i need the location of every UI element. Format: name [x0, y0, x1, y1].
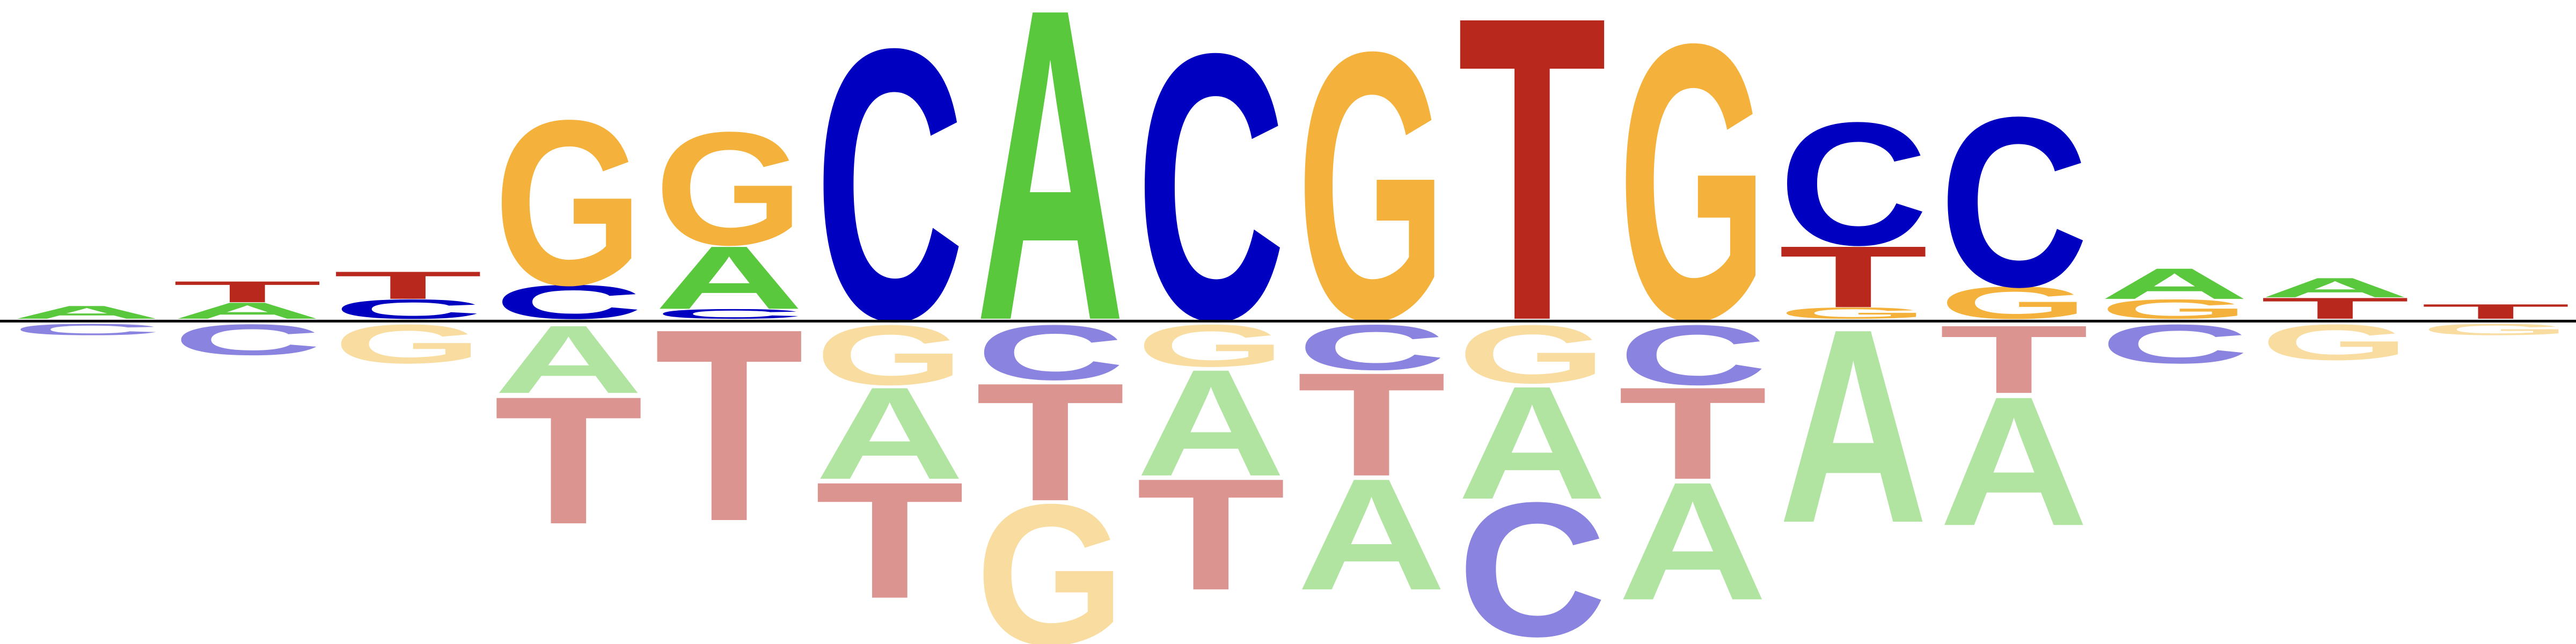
logo-letter: T: [976, 348, 1125, 536]
logo-letter: C: [333, 294, 482, 325]
logo-letter: C: [12, 320, 161, 339]
logo-letter: G: [2100, 294, 2249, 325]
logo-letter: T: [333, 264, 482, 308]
logo-letter: G: [1458, 308, 1607, 400]
logo-letter: T: [1458, 0, 1607, 411]
logo-letter: A: [1297, 445, 1446, 623]
logo-letter: A: [1618, 448, 1767, 635]
logo-letter: G: [1779, 304, 1928, 323]
logo-letter: A: [2100, 259, 2249, 308]
logo-letter: T: [1618, 360, 1767, 507]
logo-letter: G: [815, 308, 964, 403]
logo-letter: A: [2260, 272, 2410, 303]
logo-letter: C: [1458, 463, 1607, 644]
logo-letter: T: [494, 358, 643, 562]
logo-letter: G: [333, 313, 482, 375]
logo-letter: G: [1297, 0, 1446, 400]
logo-letter: G: [1136, 312, 1285, 379]
logo-letter: A: [815, 360, 964, 507]
logo-letter: C: [976, 309, 1125, 396]
logo-letter: G: [1618, 0, 1767, 402]
logo-letter: T: [815, 448, 964, 633]
logo-letter: A: [654, 228, 803, 328]
logo-letter: C: [1779, 86, 1928, 282]
logo-letter: G: [976, 463, 1125, 644]
logo-letter: C: [1136, 0, 1285, 399]
logo-letter: G: [494, 71, 643, 334]
logo-letter: G: [2421, 320, 2570, 339]
logo-letter: A: [494, 305, 643, 414]
logo-letter: G: [654, 99, 803, 279]
logo-letter: A: [976, 0, 1125, 414]
logo-letter: T: [173, 275, 322, 308]
logo-letter: A: [12, 302, 161, 323]
logo-letter: C: [1618, 308, 1767, 402]
logo-letter: A: [1779, 272, 1928, 580]
logo-letter: C: [654, 306, 803, 322]
logo-letter: C: [173, 316, 322, 364]
logo-letter: G: [2260, 314, 2410, 371]
logo-letter: A: [1458, 353, 1607, 533]
logo-letter: T: [1136, 446, 1285, 624]
logo-letter: C: [1297, 312, 1446, 384]
logo-letter: T: [1779, 228, 1928, 326]
logo-letter: T: [654, 272, 803, 578]
logo-letter: T: [1297, 342, 1446, 507]
logo-letter: C: [815, 0, 964, 401]
logo-letter: A: [1939, 358, 2088, 565]
logo-letter: T: [2260, 291, 2410, 325]
logo-letter: A: [173, 298, 322, 324]
logo-letter: C: [2100, 313, 2249, 375]
logo-letter: T: [2421, 300, 2570, 323]
logo-letter: T: [1939, 305, 2088, 414]
logo-letter: C: [1939, 67, 2088, 337]
logo-letter: A: [1136, 338, 1285, 508]
